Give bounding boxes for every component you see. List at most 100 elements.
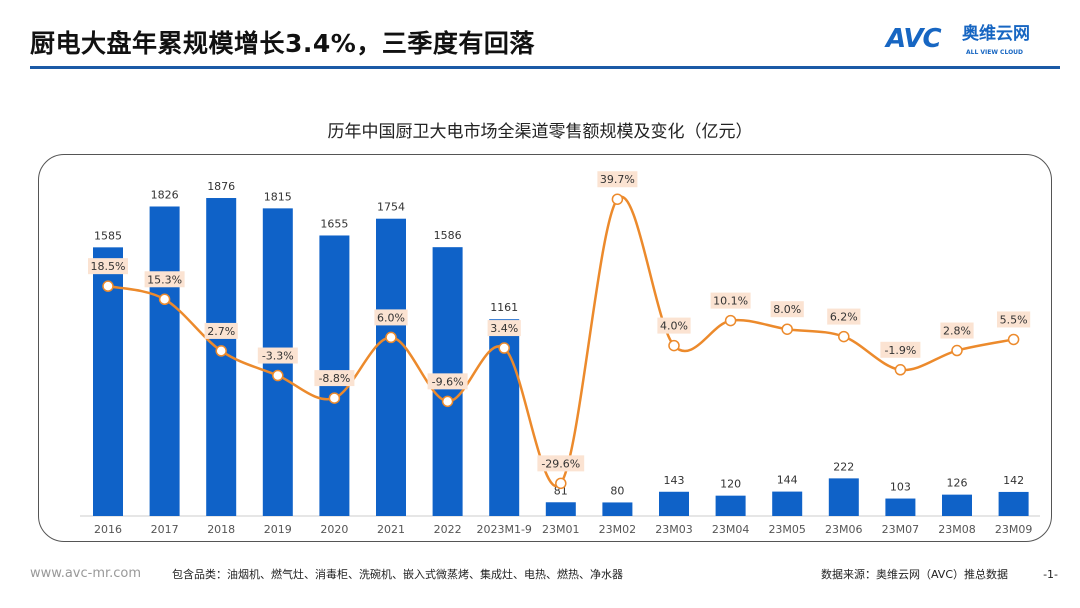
chart-title: 历年中国厨卫大电市场全渠道零售额规模及变化（亿元） <box>327 122 753 142</box>
bar <box>772 491 803 516</box>
line-point <box>441 395 454 408</box>
bar-value-label: 103 <box>890 481 911 494</box>
bar-value-label: 1586 <box>434 229 462 242</box>
line-label-bg <box>827 308 861 325</box>
line-label-bg <box>770 301 804 318</box>
page-number: -1- <box>1043 568 1058 581</box>
line-point <box>951 344 963 357</box>
x-tick-label: 2022 <box>434 523 462 536</box>
bar <box>885 498 916 516</box>
bar <box>376 218 406 516</box>
logo-text: AVC <box>886 24 942 54</box>
line-label-bg <box>88 258 128 275</box>
line-label-bg <box>487 320 521 337</box>
line-value-label: 2.8% <box>943 325 971 338</box>
line-point <box>272 369 284 382</box>
line-value-label: 8.0% <box>773 303 801 316</box>
line-label-bg <box>880 341 921 358</box>
line-point <box>498 342 510 354</box>
line-label-bg <box>204 322 238 339</box>
bar-value-label: 120 <box>720 478 741 491</box>
line-label-bg <box>710 292 751 309</box>
line-value-label: 15.3% <box>147 273 182 286</box>
line-label-bg <box>537 455 585 472</box>
bar <box>93 247 123 516</box>
line-value-label: 2.7% <box>207 325 235 338</box>
bar-value-label: 1815 <box>264 190 292 203</box>
x-tick-label: 2021 <box>377 523 405 536</box>
x-tick-label: 23M08 <box>938 523 976 536</box>
bar <box>715 495 746 516</box>
line-value-label: 18.5% <box>91 260 126 273</box>
line-point <box>328 392 341 404</box>
line-point <box>724 314 737 327</box>
bar-value-label: 222 <box>833 460 854 473</box>
line-label-bg <box>997 311 1031 328</box>
bar <box>828 478 859 516</box>
title-divider <box>30 66 1060 69</box>
x-tick-label: 2016 <box>94 523 122 536</box>
line-value-label: 6.0% <box>377 311 405 324</box>
line-point <box>781 323 793 335</box>
line-value-label: 10.1% <box>713 295 748 308</box>
x-tick-label: 23M07 <box>882 523 920 536</box>
line-label-bg <box>427 373 468 390</box>
footer-source: 数据来源：奥维云网（AVC）推总数据 <box>820 568 1008 581</box>
x-tick-label: 2019 <box>264 523 292 536</box>
bar <box>659 491 689 516</box>
line-value-label: 6.2% <box>830 311 858 324</box>
bar-value-label: 143 <box>664 474 685 487</box>
bar-value-label: 1826 <box>151 188 179 201</box>
line-label-bg <box>257 347 298 364</box>
line-point <box>1007 333 1020 346</box>
bar <box>942 494 972 516</box>
line-value-label: 3.4% <box>490 322 518 335</box>
line-value-label: -29.6% <box>541 457 580 470</box>
footer-categories: 包含品类：油烟机、燃气灶、消毒柜、洗碗机、嵌入式微蒸烤、集成灶、电热、燃热、净水… <box>172 568 623 581</box>
bar-value-label: 1585 <box>94 229 122 242</box>
chart-frame <box>38 154 1052 542</box>
line-value-label: -3.3% <box>262 350 294 363</box>
x-tick-label: 23M01 <box>542 523 580 536</box>
line-point <box>838 330 850 343</box>
line-point <box>385 331 397 344</box>
line-value-label: -8.8% <box>318 372 350 385</box>
bar <box>602 502 633 516</box>
x-tick-label: 23M03 <box>655 523 693 536</box>
line-value-label: 4.0% <box>660 320 688 333</box>
bar-value-label: 126 <box>947 477 968 490</box>
x-tick-label: 2017 <box>151 523 179 536</box>
bar-value-label: 1161 <box>490 301 518 314</box>
x-tick-label: 2018 <box>207 523 235 536</box>
bar <box>545 502 576 516</box>
x-tick-label: 23M09 <box>995 523 1033 536</box>
x-tick-label: 23M02 <box>599 523 637 536</box>
x-tick-label: 2023M1-9 <box>476 523 531 536</box>
x-tick-label: 2020 <box>320 523 348 536</box>
bar-value-label: 1876 <box>207 180 235 193</box>
x-tick-label: 23M04 <box>712 523 750 536</box>
line-value-label: 5.5% <box>1000 313 1028 326</box>
growth-line <box>107 195 1014 488</box>
line-label-bg <box>940 322 974 339</box>
line-point <box>894 364 907 376</box>
line-label-bg <box>374 309 408 326</box>
line-point <box>215 345 227 357</box>
bar-value-label: 142 <box>1003 474 1024 487</box>
line-label-bg <box>597 171 638 188</box>
bar <box>149 206 180 517</box>
x-tick-label: 23M05 <box>768 523 806 536</box>
line-value-label: -9.6% <box>432 375 464 388</box>
line-point <box>102 280 114 292</box>
footer-url[interactable]: www.avc-mr.com <box>30 566 142 581</box>
bar-value-label: 80 <box>610 484 624 497</box>
line-value-label: -1.9% <box>884 344 916 357</box>
line-point <box>555 477 567 490</box>
logo-cn: 奥维云网 <box>962 24 1030 44</box>
avc-logo: AVC 奥维云网 ALL VIEW CLOUD <box>886 22 1066 66</box>
bar <box>998 491 1029 516</box>
page-title: 厨电大盘年累规模增长3.4%，三季度有回落 <box>30 29 535 58</box>
bar-value-label: 1655 <box>320 217 348 230</box>
line-label-bg <box>314 370 355 387</box>
line-label-bg <box>144 271 185 288</box>
